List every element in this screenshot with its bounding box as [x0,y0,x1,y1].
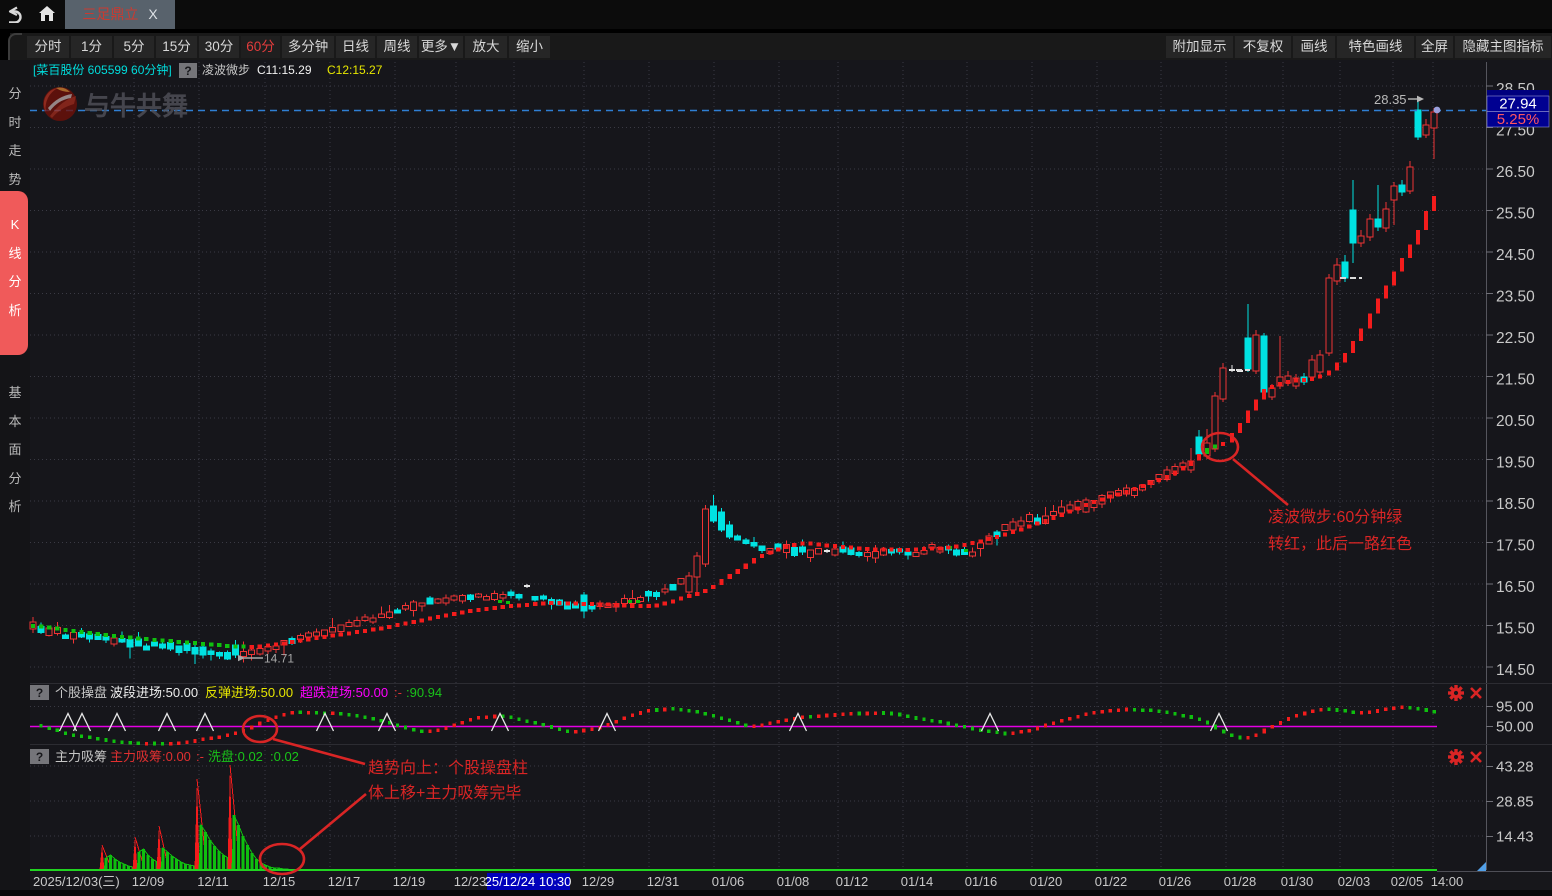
svg-text:12/23: 12/23 [454,874,487,889]
svg-text:2025/12/03(三): 2025/12/03(三) [33,874,120,889]
svg-text:01/08: 01/08 [777,874,810,889]
svg-text:14.50: 14.50 [1496,662,1535,679]
svg-text:01/28: 01/28 [1224,874,1257,889]
svg-text:趋势向上：个股操盘柱: 趋势向上：个股操盘柱 [368,758,528,777]
svg-text:主力吸筹: 主力吸筹 [55,749,107,764]
svg-text:23.50: 23.50 [1496,289,1535,306]
svg-text:01/06: 01/06 [712,874,745,889]
svg-text:01/16: 01/16 [965,874,998,889]
svg-text:主力吸筹:0.00: 主力吸筹:0.00 [110,749,191,764]
svg-text::-: :- [196,749,204,764]
svg-text:体上移+主力吸筹完毕: 体上移+主力吸筹完毕 [368,784,521,802]
svg-text:24.50: 24.50 [1496,247,1535,264]
svg-text::0.02: :0.02 [270,749,299,764]
svg-text:14.43: 14.43 [1496,829,1534,846]
svg-text:01/20: 01/20 [1030,874,1063,889]
svg-text:01/14: 01/14 [901,874,934,889]
svg-text:26.50: 26.50 [1496,164,1535,181]
svg-text:与牛共舞: 与牛共舞 [84,91,188,121]
svg-text:12/29: 12/29 [582,874,615,889]
svg-text::90.94: :90.94 [406,685,442,700]
svg-text:5.25%: 5.25% [1497,111,1540,128]
svg-text:12/17: 12/17 [328,874,361,889]
svg-text:转红，此后一路红色: 转红，此后一路红色 [1268,535,1412,553]
svg-text:43.28: 43.28 [1496,759,1534,776]
svg-text:02/05: 02/05 [1391,874,1424,889]
svg-text:波段进场:50.00: 波段进场:50.00 [110,685,198,700]
svg-text:28.35: 28.35 [1374,92,1407,107]
svg-text:14.71: 14.71 [264,652,294,666]
svg-text:12/09: 12/09 [132,874,165,889]
svg-text:个股操盘: 个股操盘 [55,685,107,700]
svg-text:01/22: 01/22 [1095,874,1128,889]
svg-text:22.50: 22.50 [1496,330,1535,347]
svg-text:01/26: 01/26 [1159,874,1192,889]
svg-text:25/12/24 10:30: 25/12/24 10:30 [485,874,572,889]
svg-text:12/15: 12/15 [263,874,296,889]
svg-text:28.85: 28.85 [1496,794,1534,811]
svg-text:02/03: 02/03 [1338,874,1371,889]
svg-text:凌波微步:60分钟绿: 凌波微步:60分钟绿 [1268,508,1402,526]
svg-text:14:00: 14:00 [1431,874,1464,889]
svg-text:?: ? [36,686,43,700]
svg-text:18.50: 18.50 [1496,496,1535,513]
svg-text:01/30: 01/30 [1281,874,1314,889]
svg-text:12/11: 12/11 [197,874,229,889]
svg-text::-: :- [394,685,402,700]
svg-text:?: ? [36,750,43,764]
svg-text:超跌进场:50.00: 超跌进场:50.00 [300,685,388,700]
svg-text:洗盘:0.02: 洗盘:0.02 [208,749,263,764]
svg-text:反弹进场:50.00: 反弹进场:50.00 [205,685,293,700]
svg-text:16.50: 16.50 [1496,579,1535,596]
svg-text:01/12: 01/12 [836,874,869,889]
svg-text:12/19: 12/19 [393,874,426,889]
svg-text:95.00: 95.00 [1496,699,1534,716]
svg-text:21.50: 21.50 [1496,372,1535,389]
svg-text:50.00: 50.00 [1496,719,1534,736]
svg-text:12/31: 12/31 [647,874,680,889]
svg-text:27.94: 27.94 [1499,96,1537,113]
svg-text:19.50: 19.50 [1496,455,1535,472]
svg-text:17.50: 17.50 [1496,538,1535,555]
svg-text:20.50: 20.50 [1496,413,1535,430]
svg-text:15.50: 15.50 [1496,621,1535,638]
svg-text:25.50: 25.50 [1496,206,1535,223]
